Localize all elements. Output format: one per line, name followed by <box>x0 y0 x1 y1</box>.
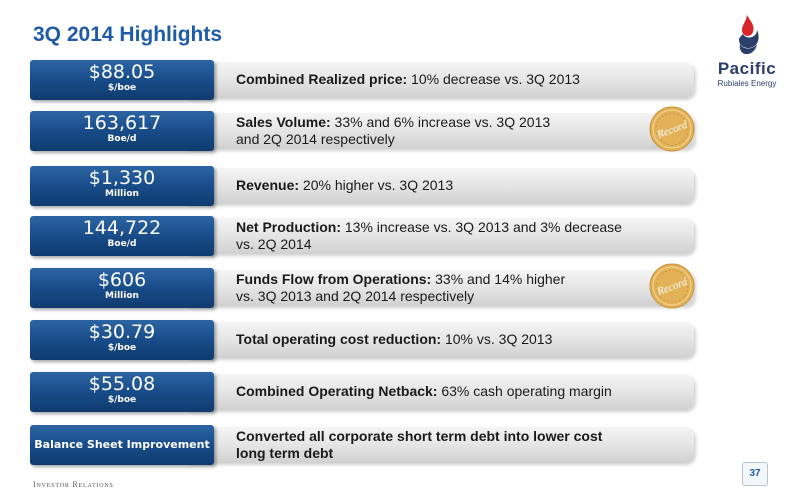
highlight-text: 33% and 14% higher <box>431 271 566 287</box>
metric-badge: $88.05 $/boe <box>30 60 214 100</box>
highlight-row-sales-volume: 163,617 Boe/d Sales Volume: 33% and 6% i… <box>30 111 694 151</box>
highlight-bar <box>188 374 694 410</box>
highlight-label: Total operating cost reduction: <box>236 331 442 347</box>
metric-badge: Balance Sheet Improvement <box>30 425 214 465</box>
highlight-text-line2: and 2Q 2014 respectively <box>236 131 395 147</box>
highlight-bar <box>188 322 694 358</box>
highlight-text: 10% decrease vs. 3Q 2013 <box>407 71 580 87</box>
highlight-text: 33% and 6% increase vs. 3Q 2013 <box>330 114 551 130</box>
highlight-row-funds-flow: $606 Million Funds Flow from Operations:… <box>30 268 694 308</box>
highlight-description: Total operating cost reduction: 10% vs. … <box>236 331 552 348</box>
highlight-bar <box>188 270 694 306</box>
metric-unit: Million <box>105 291 139 301</box>
highlight-description: Sales Volume: 33% and 6% increase vs. 3Q… <box>236 114 550 148</box>
highlight-label: Funds Flow from Operations: <box>236 271 432 287</box>
metric-value: 163,617 <box>82 112 162 134</box>
highlight-label: Converted all corporate short term debt … <box>236 428 603 444</box>
highlight-text: 10% vs. 3Q 2013 <box>441 331 553 347</box>
highlight-description: Combined Operating Netback: 63% cash ope… <box>236 383 612 400</box>
metric-value: $88.05 <box>88 61 156 83</box>
metric-badge: $55.08 $/boe <box>30 372 214 412</box>
highlight-text-line2: vs. 3Q 2013 and 2Q 2014 respectively <box>236 288 475 304</box>
badge-text: Balance Sheet Improvement <box>34 438 210 451</box>
flame-drop-icon <box>739 15 759 55</box>
metric-value: $1,330 <box>88 167 156 189</box>
highlight-label: Net Production: <box>236 219 341 235</box>
highlight-description: Revenue: 20% higher vs. 3Q 2013 <box>236 177 453 194</box>
highlight-label: Combined Operating Netback: <box>236 383 438 399</box>
highlight-row-operating-cost: $30.79 $/boe Total operating cost reduct… <box>30 320 694 360</box>
metric-badge: $606 Million <box>30 268 214 308</box>
highlight-text: 63% cash operating margin <box>437 383 612 399</box>
highlight-description: Converted all corporate short term debt … <box>236 428 602 462</box>
metric-badge: $1,330 Million <box>30 166 214 206</box>
record-seal-icon: Record <box>649 263 695 309</box>
metric-value: $55.08 <box>88 373 156 395</box>
highlight-row-realized-price: $88.05 $/boe Combined Realized price: 10… <box>30 60 694 100</box>
metric-badge: 144,722 Boe/d <box>30 216 214 256</box>
metric-value: 144,722 <box>82 217 162 239</box>
highlight-text: 20% higher vs. 3Q 2013 <box>299 177 454 193</box>
highlight-row-balance-sheet: Balance Sheet Improvement Converted all … <box>30 425 694 465</box>
footer-label: Investor Relations <box>33 480 114 489</box>
highlight-label: Sales Volume: <box>236 114 331 130</box>
highlight-row-operating-netback: $55.08 $/boe Combined Operating Netback:… <box>30 372 694 412</box>
highlight-bar <box>188 62 694 98</box>
record-seal-icon: Record <box>649 106 695 152</box>
metric-unit: Boe/d <box>107 239 137 249</box>
highlight-label: Revenue: <box>236 177 300 193</box>
metric-unit: Million <box>105 189 139 199</box>
metric-unit: $/boe <box>107 83 137 93</box>
highlight-description: Combined Realized price: 10% decrease vs… <box>236 71 580 88</box>
metric-unit: Boe/d <box>107 134 137 144</box>
metric-value: $606 <box>97 269 147 291</box>
logo-subtitle: Rubiales Energy <box>717 79 777 88</box>
metric-badge: $30.79 $/boe <box>30 320 214 360</box>
highlight-bar <box>188 218 694 254</box>
page-title: 3Q 2014 Highlights <box>33 23 223 46</box>
page-number: 37 <box>742 462 768 486</box>
highlight-bar <box>188 168 694 204</box>
company-logo: Pacific Rubiales Energy <box>706 14 788 94</box>
highlight-bar <box>188 427 694 463</box>
highlight-row-net-production: 144,722 Boe/d Net Production: 13% increa… <box>30 216 694 256</box>
highlight-description: Funds Flow from Operations: 33% and 14% … <box>236 271 565 305</box>
metric-badge: 163,617 Boe/d <box>30 111 214 151</box>
highlight-description: Net Production: 13% increase vs. 3Q 2013… <box>236 219 622 253</box>
highlight-text-line2: long term debt <box>236 445 334 461</box>
metric-value: $30.79 <box>88 321 156 343</box>
highlight-row-revenue: $1,330 Million Revenue: 20% higher vs. 3… <box>30 166 694 206</box>
highlight-bar <box>188 113 694 149</box>
highlight-text: 13% increase vs. 3Q 2013 and 3% decrease <box>341 219 622 235</box>
logo-wordmark: Pacific <box>717 59 777 78</box>
metric-unit: $/boe <box>107 395 137 405</box>
highlight-label: Combined Realized price: <box>236 71 408 87</box>
highlight-text-line2: vs. 2Q 2014 <box>236 236 312 252</box>
metric-unit: $/boe <box>107 343 137 353</box>
